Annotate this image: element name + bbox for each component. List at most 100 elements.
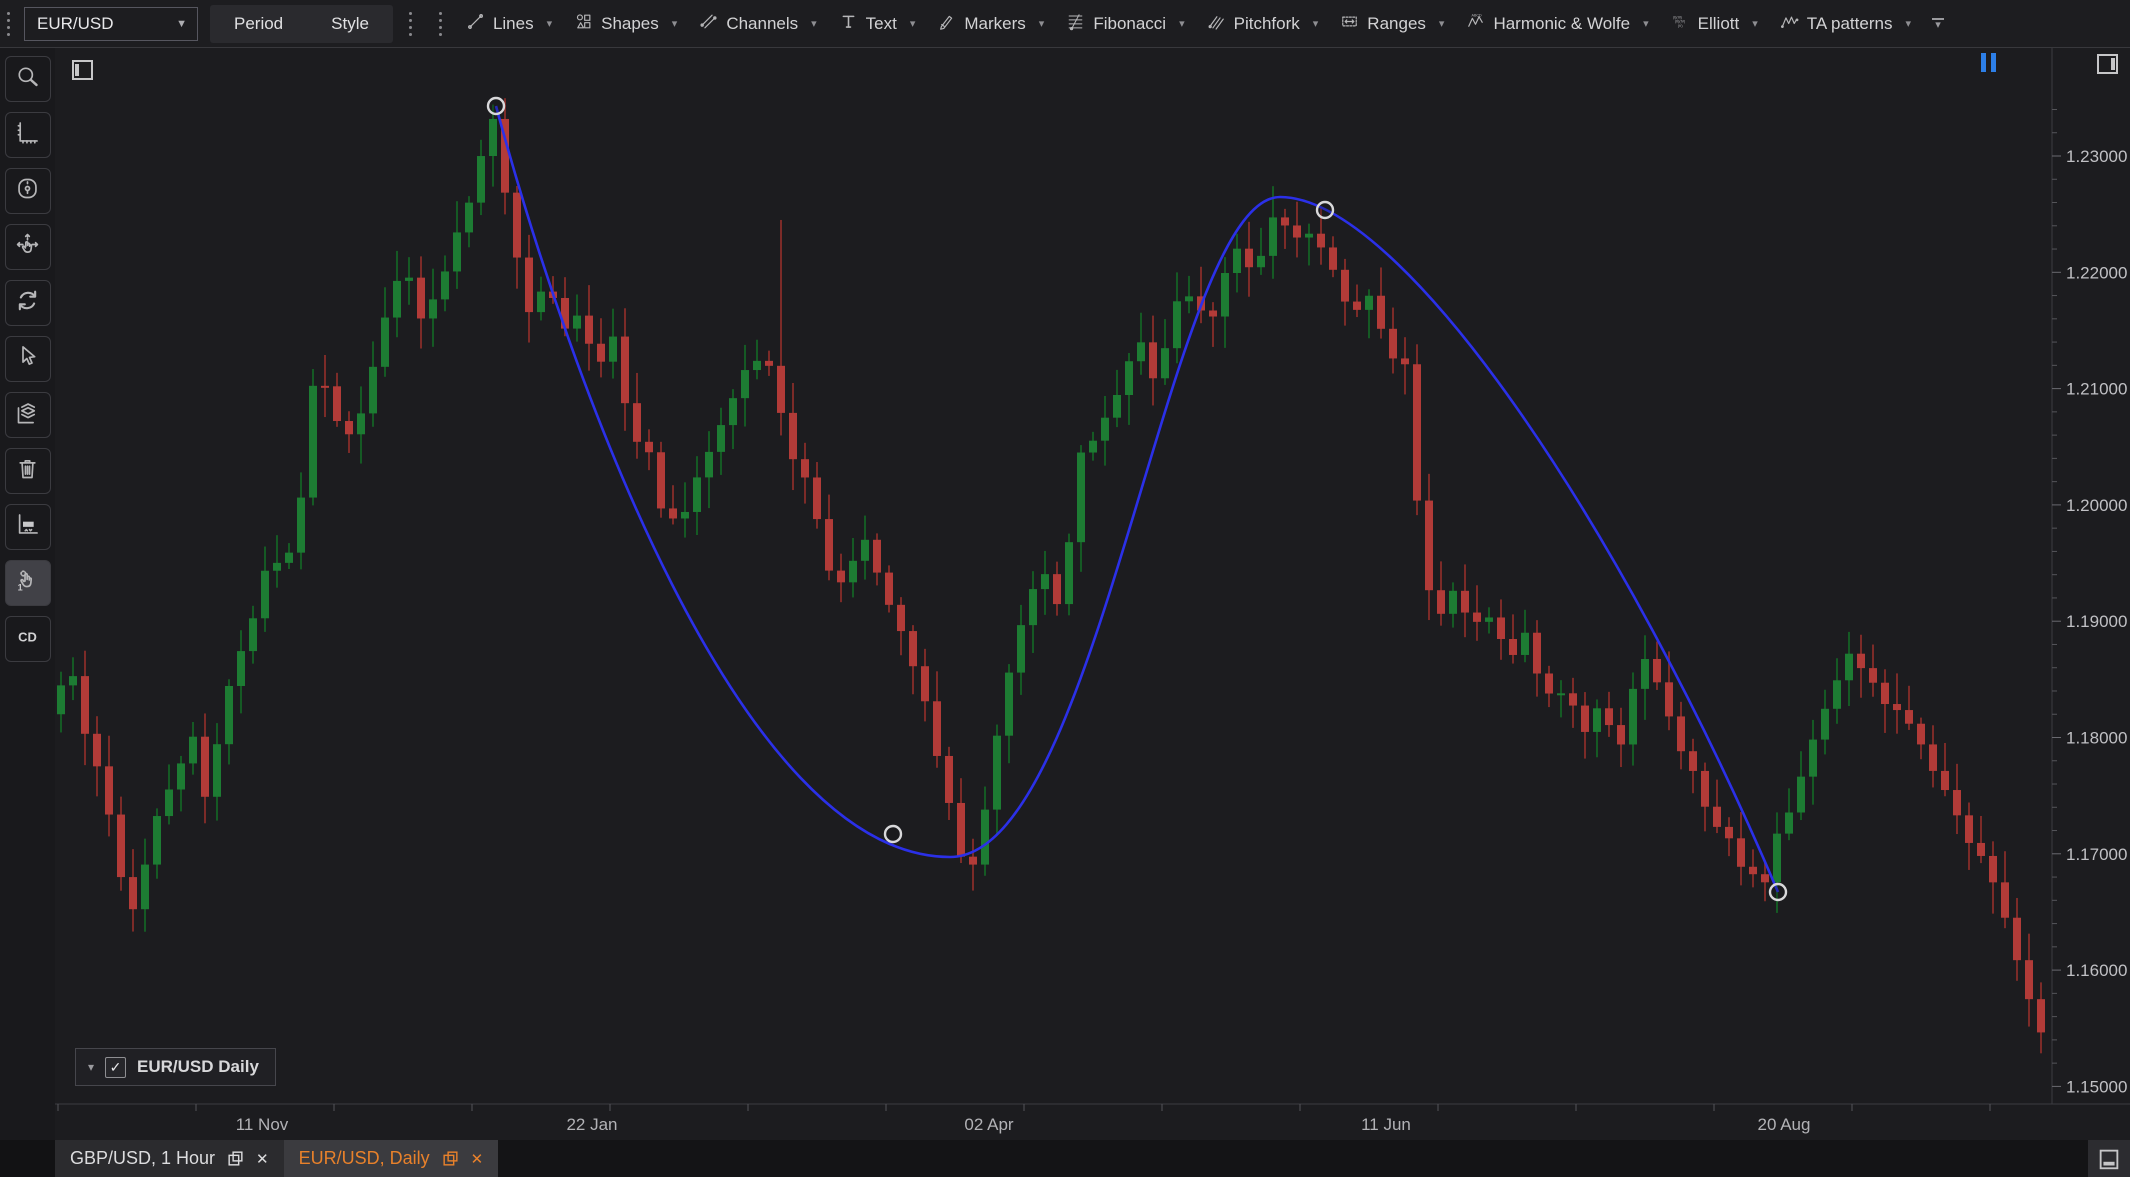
chart-tab-gbpusd[interactable]: GBP/USD, 1 Hour ✕ xyxy=(55,1140,284,1177)
tool-button-markers[interactable]: Markers ▾ xyxy=(926,0,1055,47)
tool-button-elliott[interactable]: (I)(III) (II)(IV) (V) Elliott ▾ xyxy=(1660,0,1769,47)
legend-collapse-arrow-icon[interactable]: ▾ xyxy=(88,1060,95,1074)
sidebar-pointer-tool[interactable] xyxy=(4,336,51,382)
toolbar-drag-handle[interactable] xyxy=(0,9,16,39)
tool-label: TA patterns xyxy=(1806,13,1893,33)
sidebar-tap-select-tool[interactable]: 1 xyxy=(4,560,51,606)
chevron-down-icon[interactable]: ▾ xyxy=(1905,18,1911,30)
sidebar-layers-tool[interactable] xyxy=(4,392,51,438)
close-tab-icon[interactable]: ✕ xyxy=(470,1150,484,1168)
symbol-value: EUR/USD xyxy=(37,13,114,33)
price-axis-label: 1.19000 xyxy=(2066,612,2127,631)
open-in-window-icon[interactable] xyxy=(441,1149,460,1168)
track-price-icon xyxy=(14,175,41,207)
chart-tab-eurusd[interactable]: EUR/USD, Daily ✕ xyxy=(283,1140,499,1177)
time-axis-label: 02 Apr xyxy=(964,1115,1013,1134)
ta-patterns-icon xyxy=(1780,12,1799,36)
tool-label: Channels xyxy=(726,13,799,33)
chevron-down-icon[interactable]: ▾ xyxy=(1038,18,1045,30)
symbol-select[interactable]: EUR/USD ▼ xyxy=(24,6,198,41)
sidebar-track-price-tool[interactable] xyxy=(4,168,51,214)
curve-anchor-handle[interactable] xyxy=(1315,200,1335,220)
tool-label: Pitchfork xyxy=(1233,13,1300,33)
chevron-down-icon[interactable]: ▾ xyxy=(546,18,553,30)
fibonacci-icon xyxy=(1066,12,1085,36)
svg-text:(V): (V) xyxy=(1677,24,1682,28)
refresh-icon xyxy=(14,287,41,319)
pan-arrows-icon xyxy=(14,231,41,263)
tool-label: Fibonacci xyxy=(1093,13,1167,33)
tool-button-ta-patterns[interactable]: TA patterns ▾ xyxy=(1769,0,1922,47)
collapse-toolbar-icon[interactable]: ▾ xyxy=(1931,17,1944,30)
pointing-hand-icon: 1 xyxy=(14,567,41,599)
tool-button-fibonacci[interactable]: Fibonacci ▾ xyxy=(1055,0,1195,47)
price-axis-label: 1.23000 xyxy=(2066,147,2127,166)
layers-icon xyxy=(14,399,41,431)
tool-button-shapes[interactable]: Shapes ▾ xyxy=(563,0,688,47)
series-legend[interactable]: ▾ ✓ EUR/USD Daily xyxy=(75,1048,276,1086)
chevron-down-icon[interactable]: ▾ xyxy=(1643,18,1649,30)
svg-text:(II)(IV): (II)(IV) xyxy=(1675,19,1685,23)
bezier-curve-path[interactable] xyxy=(494,105,1780,893)
bezier-curve-overlay xyxy=(486,96,1788,902)
time-axis-label: 22 Jan xyxy=(566,1115,617,1134)
sidebar-zoom-tool[interactable] xyxy=(4,56,51,102)
chevron-down-icon[interactable]: ▾ xyxy=(1179,18,1185,30)
tool-button-harmonic-wolfe[interactable]: ABCD Harmonic & Wolfe ▾ xyxy=(1455,0,1659,47)
chevron-down-icon[interactable]: ▾ xyxy=(1752,18,1758,30)
text-icon xyxy=(839,12,858,36)
curve-anchor-handle[interactable] xyxy=(1768,882,1788,902)
left-tool-sidebar: 1 CD xyxy=(0,47,55,1140)
sidebar-pan-tool[interactable] xyxy=(4,224,51,270)
chevron-down-icon[interactable]: ▾ xyxy=(909,18,916,30)
chevron-down-icon[interactable]: ▾ xyxy=(811,18,817,30)
toolbar-drag-handle[interactable] xyxy=(403,9,419,39)
sidebar-auto-refresh-tool[interactable] xyxy=(4,280,51,326)
sidebar-measure-tool[interactable] xyxy=(4,504,51,550)
sidebar-cd-tool[interactable]: CD xyxy=(4,616,51,662)
close-tab-icon[interactable]: ✕ xyxy=(256,1150,269,1168)
curve-anchor-handle[interactable] xyxy=(486,96,506,116)
chevron-down-icon: ▼ xyxy=(176,17,187,30)
tool-button-pitchfork[interactable]: Pitchfork ▾ xyxy=(1196,0,1330,47)
series-visibility-checkbox[interactable]: ✓ xyxy=(105,1056,127,1078)
measure-icon xyxy=(14,511,41,543)
chevron-down-icon[interactable]: ▾ xyxy=(1312,18,1319,30)
time-axis-label: 11 Jun xyxy=(1361,1115,1411,1134)
price-axis-label: 1.17000 xyxy=(2066,845,2127,864)
tool-label: Elliott xyxy=(1697,13,1740,33)
time-axis: 11 Nov 22 Jan 02 Apr 11 Jun 20 Aug xyxy=(57,1104,1991,1134)
trend-line-icon xyxy=(466,12,485,36)
svg-text:1: 1 xyxy=(18,583,23,593)
tool-button-channels[interactable]: Channels ▾ xyxy=(688,0,827,47)
chevron-down-icon[interactable]: ▾ xyxy=(671,18,678,30)
candlestick-series xyxy=(57,98,2045,1054)
cursor-arrow-icon xyxy=(14,343,41,375)
ranges-icon xyxy=(1340,12,1359,36)
drawing-tools-group: Lines ▾ Shapes ▾ Channels ▾ Text ▾ Markers ▾ Fibon… xyxy=(455,0,1922,47)
tool-button-text[interactable]: Text ▾ xyxy=(828,0,927,47)
price-axis-label: 1.15000 xyxy=(2066,1077,2127,1096)
svg-text:(I)(III): (I)(III) xyxy=(1673,15,1682,19)
sidebar-delete-tool[interactable] xyxy=(4,448,51,494)
chevron-down-icon[interactable]: ▾ xyxy=(1438,18,1445,30)
style-button[interactable]: Style xyxy=(307,5,393,43)
price-axis-label: 1.22000 xyxy=(2066,263,2127,282)
open-in-window-icon[interactable] xyxy=(226,1149,245,1168)
toolbar-drag-handle[interactable] xyxy=(433,9,449,39)
period-button[interactable]: Period xyxy=(210,5,307,43)
pause-icon[interactable] xyxy=(1981,53,1996,72)
bottom-panel-toggle-icon[interactable] xyxy=(2088,1140,2130,1177)
curve-anchor-handle[interactable] xyxy=(883,824,903,844)
tab-label: EUR/USD, Daily xyxy=(298,1148,430,1168)
right-panel-toggle-icon[interactable] xyxy=(2094,50,2122,83)
left-panel-toggle-icon[interactable] xyxy=(68,56,96,89)
time-axis-label: 20 Aug xyxy=(1758,1115,1811,1134)
tool-button-ranges[interactable]: Ranges ▾ xyxy=(1329,0,1455,47)
sidebar-axes-scale-tool[interactable] xyxy=(4,112,51,158)
price-axis-label: 1.16000 xyxy=(2066,961,2127,980)
tool-button-lines[interactable]: Lines ▾ xyxy=(455,0,563,47)
top-toolbar: EUR/USD ▼ Period Style Lines ▾ Shapes ▾ Chan… xyxy=(0,0,2130,48)
